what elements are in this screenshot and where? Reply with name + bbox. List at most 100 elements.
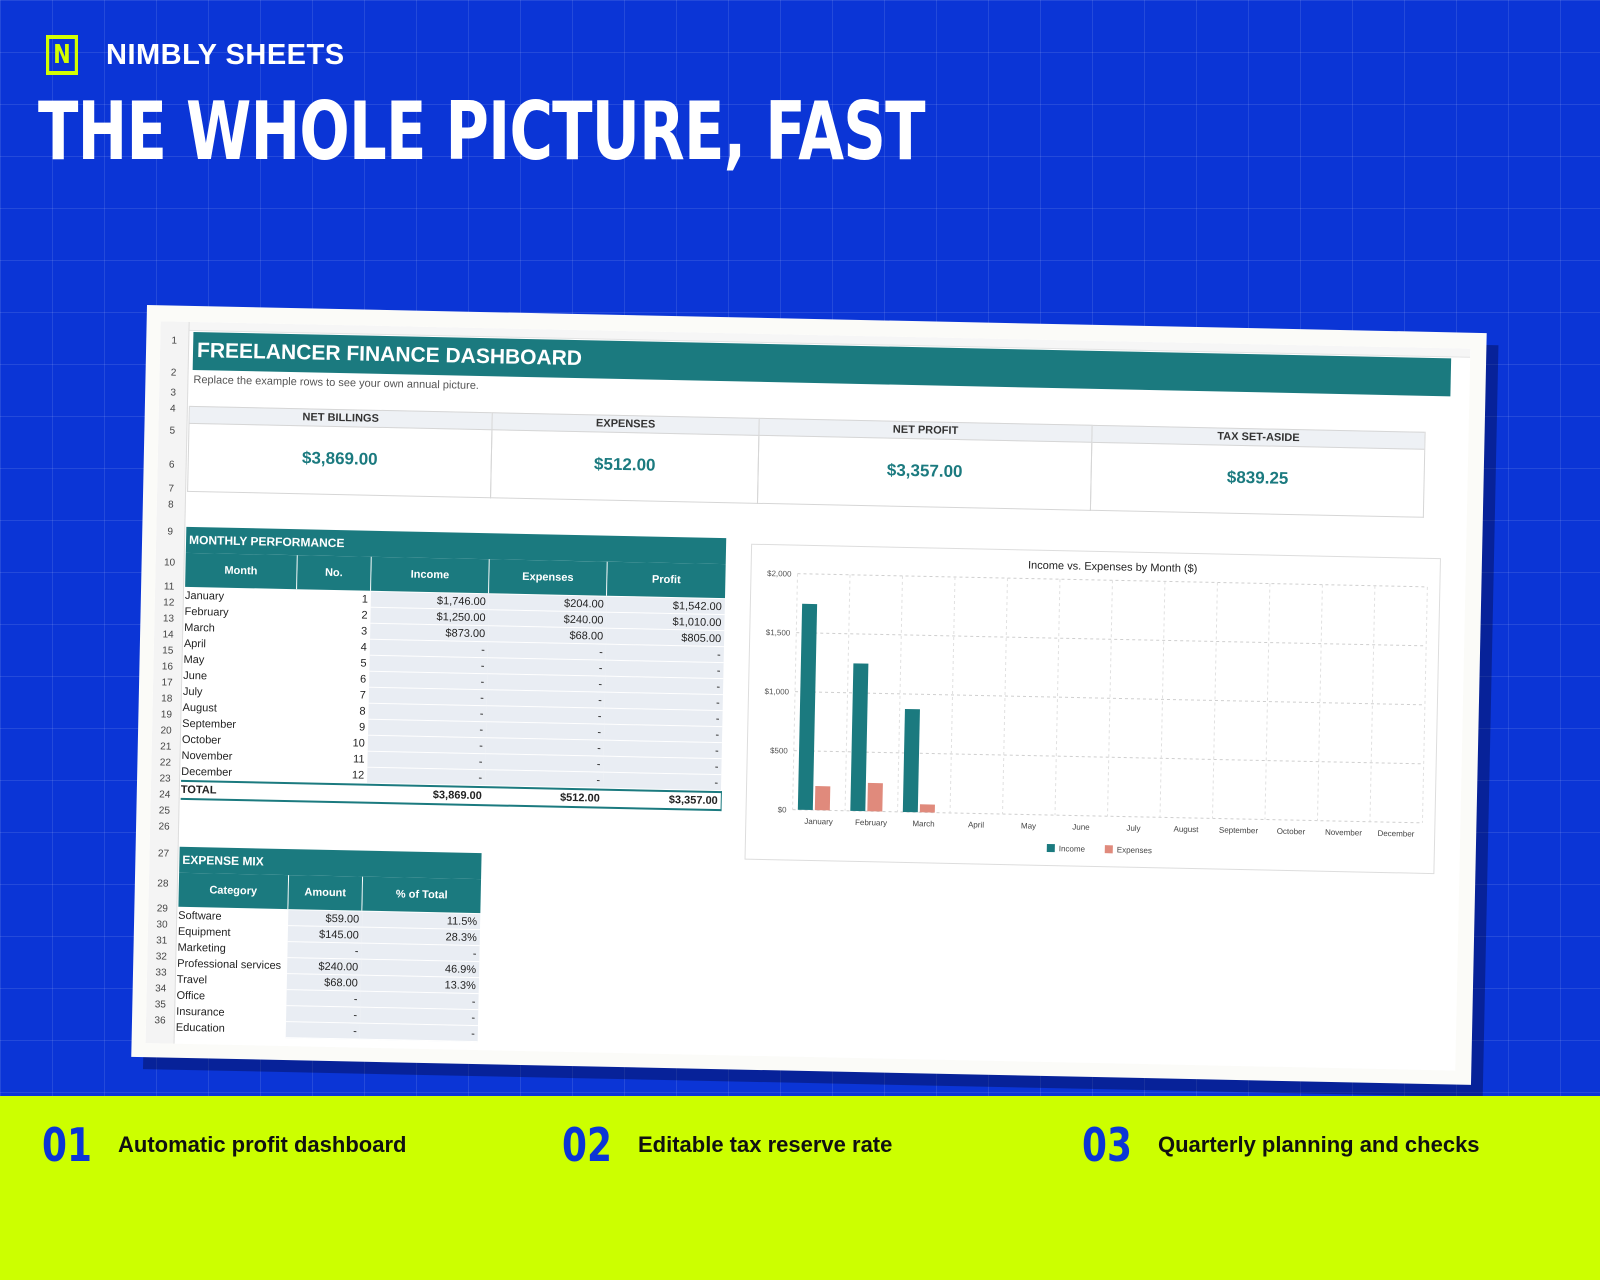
monthly-cell[interactable]: 6 [359,673,367,686]
monthly-cell[interactable]: 9 [358,721,366,734]
bar-expenses [867,782,883,812]
legend-swatch [1046,843,1055,853]
row-number: 6 [168,459,175,471]
kpi-label: EXPENSES [492,412,759,436]
total-cell[interactable]: TOTAL [180,783,217,797]
y-tick-label: $500 [770,746,789,755]
row-number: 25 [158,805,171,817]
monthly-cell[interactable]: 2 [361,609,368,622]
expense-cell[interactable]: $145.00 [287,926,363,944]
monthly-header-month: Month [185,552,298,590]
category-cell[interactable]: Education [175,1021,225,1035]
row-number: 29 [156,903,169,915]
kpi-label: TAX SET-ASIDE [1092,424,1425,450]
monthly-header-expenses: Expenses [489,559,608,596]
row-number: 22 [159,757,172,769]
legend-label: Expenses [1117,845,1152,855]
x-tick-label: June [1072,822,1090,831]
row-number: 8 [167,499,174,511]
total-cell[interactable] [293,784,367,802]
expense-cell[interactable]: - [286,1006,361,1024]
row-number: 35 [154,999,167,1011]
kpi-expenses: EXPENSES $512.00 [490,412,760,504]
expense-cell[interactable]: $68.00 [286,974,362,992]
row-number: 1 [171,335,178,347]
feature-number: 03 [1082,1118,1132,1172]
brand: N NIMBLY SHEETS [42,35,345,75]
x-tick-label: May [1021,821,1036,830]
kpi-value: $3,357.00 [886,460,963,482]
bar-income [902,708,920,813]
x-tick-label: September [1219,826,1259,836]
bar-expenses [919,804,935,813]
row-number: 19 [160,709,173,721]
expense-header-category: Category [178,872,290,910]
bar-income [850,663,869,812]
legend-label: Income [1059,844,1086,854]
total-cell[interactable]: $3,357.00 [668,794,718,808]
row-number: 7 [168,483,175,495]
row-number: 30 [156,919,168,931]
x-tick-label: January [804,817,833,827]
monthly-cell[interactable]: 7 [359,689,366,702]
total-cell[interactable]: $512.00 [559,791,600,805]
brand-name: NIMBLY SHEETS [106,38,345,71]
feature-2: 02 Editable tax reserve rate [562,1118,892,1172]
row-number: 14 [162,629,174,641]
sheet-subtitle: Replace the example rows to see your own… [193,373,480,392]
y-tick-label: $0 [778,805,788,814]
row-number: 9 [167,526,174,538]
row-number: 5 [169,425,176,437]
expense-cell[interactable]: - [286,990,361,1008]
row-number: 32 [155,951,168,963]
row-number: 36 [154,1015,166,1027]
row-number: 26 [158,821,170,833]
legend-swatch [1104,845,1113,854]
bar-expenses [814,786,831,811]
row-number: 27 [157,848,170,860]
chart-svg: Income vs. Expenses by Month ($) $0 $500 $1… [764,560,1428,855]
monthly-cell[interactable]: 12 [351,769,365,782]
total-cell[interactable]: $3,869.00 [432,789,482,803]
monthly-header-no: No. [297,555,372,591]
expense-cell[interactable]: $59.00 [288,910,363,928]
monthly-cell[interactable]: 11 [352,753,365,766]
x-tick-label: April [968,820,984,829]
kpi-net-billings: NET BILLINGS $3,869.00 [187,405,493,499]
expense-header-percent: % of Total [362,876,482,914]
row-number: 13 [162,613,175,625]
row-number: 20 [160,725,172,737]
chart-title: Income vs. Expenses by Month ($) [1028,560,1198,576]
row-number: 34 [155,983,167,995]
kpi-value: $839.25 [1226,467,1289,488]
expense-cell[interactable]: - [359,1023,478,1043]
row-number: 17 [161,677,173,689]
monthly-cell[interactable]: 5 [360,657,367,670]
monthly-cell[interactable]: 10 [352,737,365,750]
expense-cell[interactable]: - [285,1022,360,1040]
row-number: 4 [169,403,176,415]
feature-text: Editable tax reserve rate [638,1132,893,1157]
row-number: 2 [170,367,177,379]
headline: THE WHOLE PICTURE, FAST [38,85,926,178]
monthly-cell[interactable]: 8 [359,705,366,718]
sheet: 1 2 3 4 5 6 7 8 9 10 11 12 13 14 15 16 17 18 19 20 21 22 23 24 2… [145,321,1471,1071]
logo-icon: N [46,35,78,75]
monthly-cell[interactable]: 4 [360,641,367,654]
x-tick-label: February [855,818,887,828]
x-tick-label: November [1325,828,1362,838]
monthly-cell[interactable]: 1 [361,593,369,606]
feature-text: Automatic profit dashboard [118,1132,407,1157]
x-tick-label: March [912,819,934,828]
feature-number: 01 [42,1118,92,1172]
income-expenses-chart: Income vs. Expenses by Month ($) $0 $500 $1… [744,543,1441,875]
monthly-cell[interactable]: 3 [360,625,368,638]
x-tick-label: August [1173,825,1199,835]
row-number: 31 [156,935,168,947]
kpi-label: NET BILLINGS [189,405,492,431]
x-tick-label: July [1126,824,1140,833]
expense-cell[interactable]: $240.00 [287,958,362,976]
feature-text: Quarterly planning and checks [1158,1132,1480,1157]
expense-cell[interactable]: - [287,942,362,960]
kpi-value: $3,869.00 [301,448,378,469]
